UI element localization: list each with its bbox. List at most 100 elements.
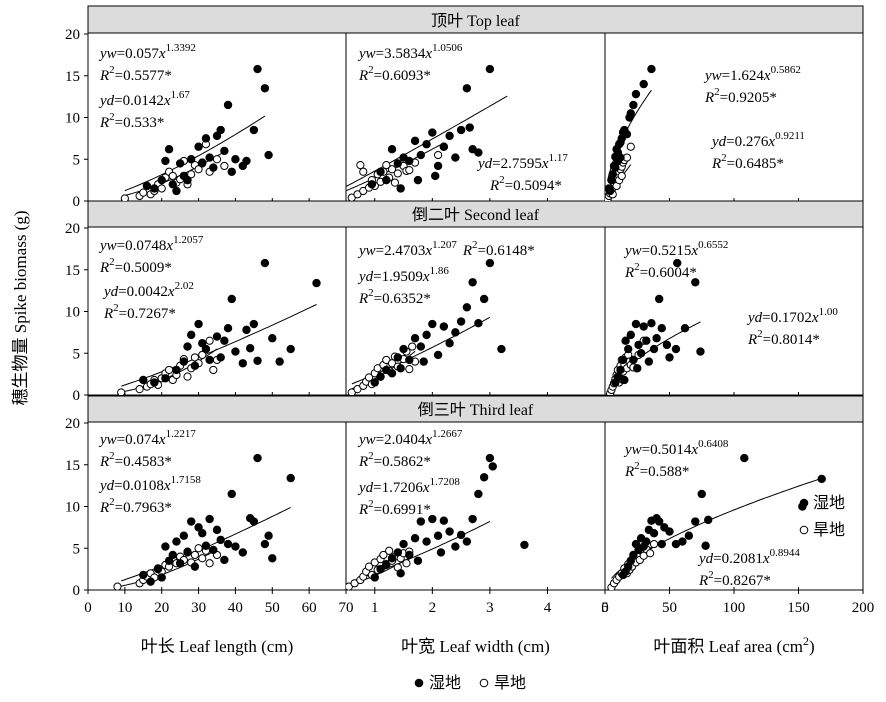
wet-point [223, 539, 233, 549]
wet-point [419, 357, 428, 366]
wet-point [376, 564, 385, 574]
wet-point [186, 330, 196, 340]
wet-point [691, 278, 700, 287]
wet-point [367, 180, 377, 189]
wet-point [396, 184, 405, 193]
wet-point [201, 541, 211, 550]
regression-annotation: yw=2.0404x1.2667 [357, 428, 463, 448]
wet-point [462, 84, 472, 93]
y-tick-label: 5 [73, 346, 81, 362]
regression-annotation: yw=1.624x0.5862 [703, 64, 801, 84]
regression-annotation: yw=0.0748x1.2057 [98, 234, 204, 254]
wet-point [622, 129, 632, 139]
wet-point [231, 542, 240, 551]
x-tick-label: 40 [228, 600, 243, 616]
regression-annotation: R2=0.5862* [358, 450, 431, 470]
dry-point [626, 142, 635, 151]
wet-fit-curve [121, 304, 317, 387]
x-tick-label: 60 [302, 600, 317, 616]
wet-point [205, 153, 214, 162]
wet-point [671, 344, 681, 354]
dry-point [379, 550, 388, 560]
wet-point [150, 184, 159, 193]
x-tick-label: 150 [787, 600, 810, 616]
wet-point [198, 529, 207, 538]
wet-point [396, 364, 405, 373]
wet-point [253, 356, 262, 365]
wet-point [286, 344, 295, 354]
x-tick-label: 3 [486, 600, 494, 616]
wet-point [260, 84, 270, 93]
wet-point [680, 324, 690, 333]
wet-point [238, 548, 247, 557]
wet-point [451, 153, 460, 162]
wet-point [172, 186, 181, 196]
inset-legend-marker [799, 498, 809, 508]
wet-point [485, 64, 495, 74]
wet-point [456, 530, 466, 540]
regression-annotation: R2=0.6485* [711, 152, 784, 172]
regression-annotation: yd=1.7206x1.7208 [357, 476, 460, 496]
wet-point [183, 342, 192, 351]
wet-point [205, 514, 214, 524]
wet-point [242, 325, 251, 335]
dry-point [194, 165, 203, 174]
wet-point [264, 150, 273, 160]
dry-point [183, 372, 192, 381]
wet-point [245, 344, 255, 353]
wet-point [642, 336, 651, 345]
legend-label: 旱地 [494, 674, 526, 692]
wet-point [161, 156, 170, 166]
x-tick-label: 20 [154, 600, 169, 616]
wet-point [673, 258, 682, 268]
dry-point [198, 350, 207, 360]
wet-point [198, 339, 207, 348]
dry-point [390, 178, 400, 187]
x-axis-title: 叶宽 Leaf width (cm) [401, 637, 550, 656]
wet-point [186, 155, 196, 164]
y-tick-label: 5 [73, 541, 81, 557]
wet-point [462, 303, 472, 312]
dry-point [194, 544, 203, 553]
dry-point [164, 365, 174, 375]
dry-point [212, 155, 222, 164]
wet-point [168, 550, 177, 560]
x-tick-label: 200 [852, 600, 875, 616]
wet-point [393, 353, 402, 362]
wet-point [468, 514, 477, 524]
wet-point [249, 517, 259, 526]
wet-point [393, 548, 402, 557]
wet-point [662, 340, 672, 350]
dry-point [135, 385, 144, 394]
y-tick-label: 20 [65, 221, 80, 237]
wet-point [220, 555, 229, 565]
regression-annotation: yd=0.276x0.9211 [710, 130, 805, 150]
wet-point [312, 278, 321, 288]
wet-point [422, 330, 431, 340]
wet-point [161, 374, 170, 383]
wet-point [201, 344, 211, 354]
y-tick-label: 15 [65, 69, 80, 85]
wet-point [629, 550, 638, 560]
wet-point [445, 527, 454, 536]
wet-point [405, 355, 414, 365]
regression-annotation: R2=0.7963* [99, 496, 172, 516]
dry-point [387, 165, 397, 174]
wet-point [179, 357, 189, 366]
wet-point [413, 556, 423, 565]
wet-point [376, 167, 385, 176]
x-tick-label: 10 [117, 600, 132, 616]
wet-point [621, 336, 630, 345]
wet-point [190, 562, 200, 571]
x-tick-label: 0 [601, 600, 609, 616]
x-tick-label: 100 [723, 600, 746, 616]
wet-point [422, 140, 431, 149]
wet-point [665, 353, 674, 362]
wet-point [223, 100, 233, 110]
dry-point [393, 169, 402, 178]
wet-point [416, 517, 426, 526]
regression-annotation: yd=0.2081x0.8944 [697, 547, 800, 567]
